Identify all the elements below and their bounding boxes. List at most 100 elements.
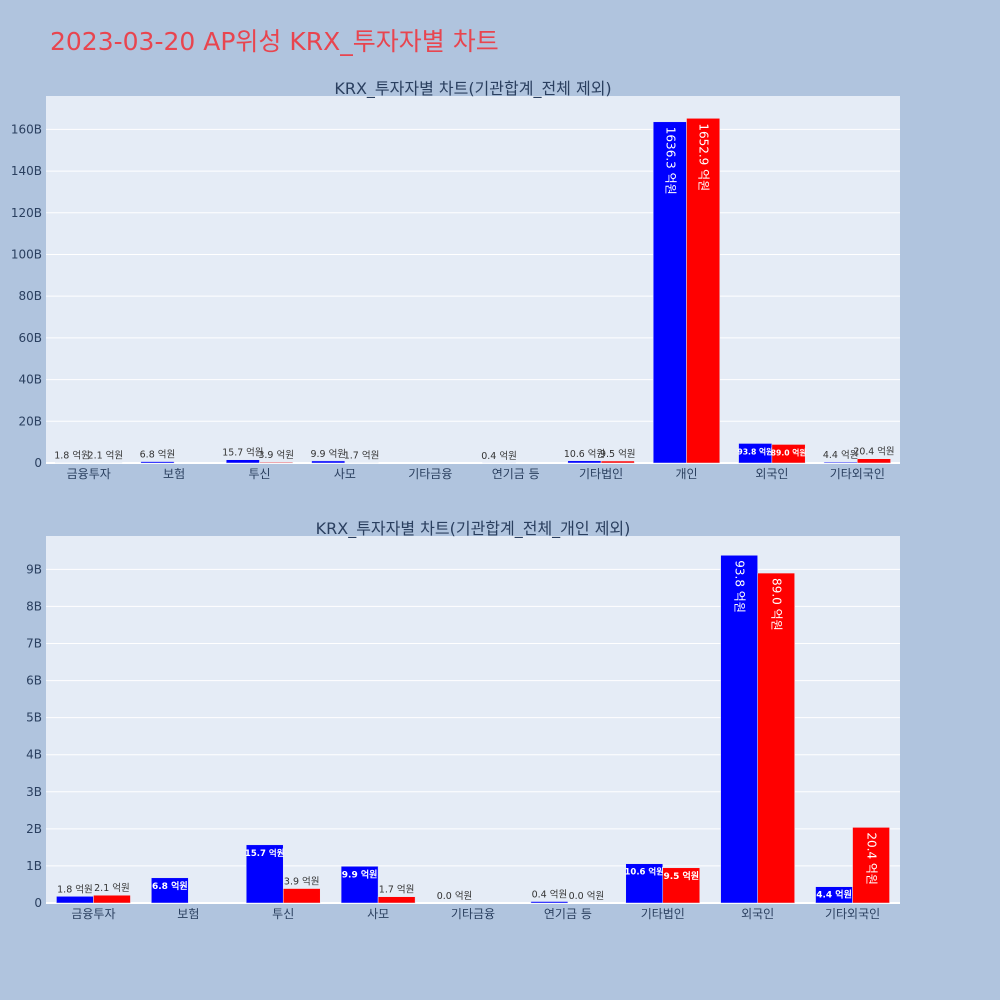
chart-2: 0 1B 2B 3B 4B 5B 6B 7B 8B 9B KRX_투자자별 차트(기관합계_전체_개… (26, 519, 900, 921)
x-tick-label: 투신 (272, 907, 294, 921)
x-tick-label: 연기금 등 (544, 907, 592, 921)
x-tick-label: 기타법인 (641, 907, 685, 921)
data-label: 15.7 억원 (222, 447, 263, 459)
data-label: 93.8 억원 (733, 560, 747, 613)
data-label: 20.4 억원 (865, 832, 879, 885)
bar (56, 896, 94, 904)
x-tick-label: 개인 (675, 467, 697, 481)
x-tick-label: 연기금 등 (492, 467, 540, 481)
data-label: 1.7 억원 (344, 450, 380, 462)
bar (757, 572, 795, 904)
bar (225, 459, 260, 464)
bar (567, 460, 602, 464)
chart-1: 0 20B 40B 60B 80B 100B 120B 140B 160B KRX_투자자별 차트… (11, 79, 900, 481)
data-label: 4.4 억원 (823, 449, 859, 461)
bar (652, 121, 687, 464)
data-label: 0.0 억원 (437, 890, 473, 902)
y-tick-label: 0 (34, 896, 42, 910)
x-tick-label: 금융투자 (67, 467, 111, 481)
bar (625, 863, 664, 904)
y-tick-label: 1B (26, 859, 42, 873)
data-label: 0.0 억원 (569, 890, 605, 902)
x-tick-label: 기타외국인 (825, 907, 880, 921)
x-tick-label: 기타금융 (408, 467, 452, 481)
y-tick-label: 2B (26, 822, 42, 836)
data-label: 4.4 억원 (816, 889, 852, 901)
y-tick-label: 4B (26, 748, 42, 762)
data-label: 9.5 억원 (663, 870, 699, 882)
data-label: 89.0 억원 (770, 578, 784, 631)
data-label: 3.9 억원 (284, 876, 320, 888)
x-tick-label: 기타금융 (451, 907, 495, 921)
bar (857, 458, 891, 464)
x-tick-label: 사모 (367, 907, 389, 921)
bar (259, 461, 294, 464)
data-label: 10.6 억원 (564, 448, 605, 460)
y-tick-label: 120B (11, 206, 42, 220)
data-label: 10.6 억원 (624, 867, 664, 878)
data-label: 3.9 억원 (258, 449, 294, 461)
y-tick-label: 40B (18, 373, 42, 387)
data-label: 9.5 억원 (600, 448, 636, 460)
bar (686, 118, 721, 464)
y-tick-label: 9B (26, 562, 42, 576)
y-tick-label: 60B (18, 331, 42, 345)
data-label: 2.1 억원 (88, 450, 124, 462)
y-tick-label: 80B (18, 289, 42, 303)
bar (151, 877, 189, 904)
y-tick-label: 7B (26, 637, 42, 651)
data-label: 1.7 억원 (379, 884, 415, 896)
bar (720, 555, 758, 904)
y-tick-label: 6B (26, 674, 42, 688)
y-tick-label: 140B (11, 164, 42, 178)
bar (662, 867, 701, 904)
data-label: 89.0 억원 (771, 447, 807, 457)
bar (852, 827, 890, 904)
data-label: 0.4 억원 (532, 889, 568, 901)
x-tick-label: 사모 (334, 467, 356, 481)
data-label: 20.4 억원 (853, 446, 894, 458)
y-tick-label: 100B (11, 247, 42, 261)
bar (245, 844, 284, 904)
bar (771, 444, 806, 464)
x-tick-label: 기타법인 (579, 467, 623, 481)
y-tick-label: 0 (34, 456, 42, 470)
bar (600, 460, 635, 464)
x-tick-label: 외국인 (741, 907, 774, 921)
chart-title: KRX_투자자별 차트(기관합계_전체 제외) (334, 79, 611, 99)
bar (282, 888, 321, 904)
y-tick-label: 160B (11, 122, 42, 136)
bar (340, 866, 379, 904)
y-tick-label: 20B (18, 414, 42, 428)
data-label: 1.8 억원 (54, 450, 90, 462)
data-label: 1652.9 억원 (697, 123, 711, 191)
y-tick-label: 3B (26, 785, 42, 799)
bar (140, 461, 175, 464)
x-tick-label: 보험 (163, 467, 185, 481)
data-label: 9.9 억원 (342, 868, 378, 880)
chart-title: KRX_투자자별 차트(기관합계_전체_개인 제외) (316, 519, 631, 539)
plot-area (46, 96, 900, 463)
data-label: 1636.3 억원 (663, 127, 677, 195)
bar (823, 461, 858, 464)
bar (311, 460, 346, 464)
y-tick-label: 8B (26, 599, 42, 613)
bar (377, 896, 416, 904)
data-label: 93.8 억원 (737, 446, 773, 456)
x-tick-label: 투신 (248, 467, 270, 481)
page-title: 2023-03-20 AP위성 KRX_투자자별 차트 (50, 27, 499, 56)
data-label: 1.8 억원 (57, 883, 93, 895)
bar (93, 894, 131, 904)
data-label: 15.7 억원 (245, 848, 285, 859)
x-tick-label: 보험 (177, 907, 199, 921)
y-tick-label: 5B (26, 711, 42, 725)
bar (530, 901, 569, 904)
data-label: 9.9 억원 (310, 448, 346, 460)
x-tick-label: 외국인 (755, 467, 788, 481)
data-label: 2.1 억원 (94, 882, 130, 894)
x-tick-label: 기타외국인 (830, 467, 885, 481)
data-label: 6.8 억원 (152, 880, 188, 892)
data-label: 0.4 억원 (481, 450, 517, 462)
data-label: 6.8 억원 (140, 449, 176, 461)
